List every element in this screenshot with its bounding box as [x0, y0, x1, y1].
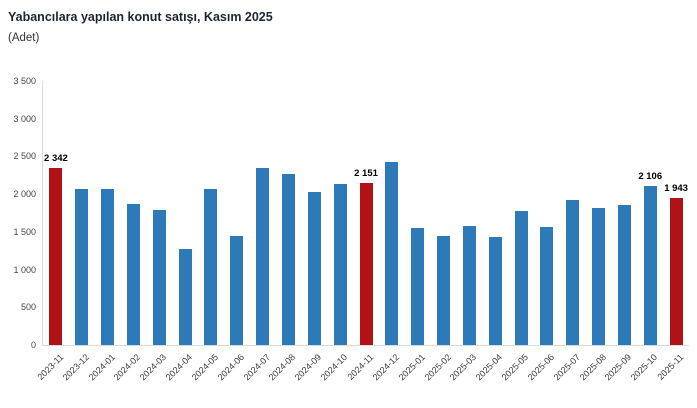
x-axis-tick-label: 2023-12: [60, 352, 91, 383]
y-axis-tick-label: 500: [20, 302, 36, 313]
bar-2024-12: [385, 162, 399, 345]
bar-highlighted-2023-11: [49, 168, 63, 345]
y-axis-tick-label: 1 500: [13, 226, 36, 237]
bar-2025-05: [514, 210, 528, 345]
x-axis-tick-label: 2025-02: [422, 352, 453, 383]
x-axis-tick-label: 2024-08: [267, 352, 298, 383]
bar-value-label-2025-11: 1 943: [664, 183, 688, 195]
x-axis-tick-label: 2023-11: [35, 352, 65, 382]
x-axis-tick-label: 2024-01: [86, 352, 117, 383]
bar-value-label-2025-10: 2 106: [638, 171, 663, 183]
x-axis-tick-label: 2024-03: [137, 352, 169, 383]
y-axis-tick-label: 1 000: [13, 264, 36, 275]
bar-2024-04: [178, 249, 192, 345]
x-axis-tick-label: 2024-11: [345, 352, 376, 382]
bar-2024-01: [101, 188, 115, 345]
x-axis-tick-label: 2024-02: [112, 352, 143, 383]
x-axis-tick-label: 2025-10: [628, 352, 660, 383]
x-axis-tick-label: 2025-09: [603, 352, 634, 383]
bar-2025-04: [488, 236, 502, 345]
chart-unit-label: (Adet): [8, 32, 40, 44]
bar-2024-10: [333, 183, 347, 345]
bar-2025-09: [617, 204, 631, 345]
x-axis-tick-label: 2024-07: [241, 352, 272, 383]
bar-2025-02: [437, 235, 451, 345]
chart-title: Yabancılara yapılan konut satışı, Kasım …: [8, 10, 273, 24]
bar-highlighted-2025-11: [669, 198, 683, 345]
bar-2024-08: [281, 173, 295, 345]
y-axis-tick-label: 0: [30, 340, 36, 350]
bar-2024-07: [256, 168, 270, 345]
x-axis-tick-label: 2025-06: [525, 352, 556, 383]
bar-value-label-2023-11: 2 342: [44, 153, 68, 165]
bar-2025-08: [592, 208, 606, 345]
bar-2025-10: [643, 186, 657, 345]
bar-2024-05: [204, 188, 218, 345]
bar-2024-06: [230, 236, 244, 345]
y-axis-tick-label: 2 000: [13, 189, 36, 200]
x-axis-tick-label: 2025-03: [448, 352, 479, 383]
x-axis-tick-label: 2025-01: [396, 352, 427, 383]
x-axis-tick-label: 2024-04: [163, 352, 195, 383]
bar-2024-09: [307, 191, 321, 345]
x-axis-tick-label: 2025-07: [551, 352, 582, 383]
bar-2025-01: [411, 228, 425, 345]
bar-2024-02: [126, 204, 140, 345]
bar-highlighted-2024-11: [359, 182, 373, 345]
bar-2025-06: [540, 226, 554, 345]
x-axis-tick-label: 2024-06: [215, 352, 246, 383]
x-axis-tick-label: 2024-09: [292, 352, 324, 383]
x-axis-tick-label: 2024-12: [370, 352, 401, 383]
x-axis-tick-label: 2025-04: [473, 352, 505, 383]
x-axis-tick-label: 2025-11: [655, 352, 686, 382]
plot-area: 2 342 2 151 2 106 1 943: [42, 81, 689, 346]
bar-value-label-2024-11: 2 151: [354, 167, 378, 179]
y-axis-tick-label: 3 500: [13, 76, 36, 86]
y-axis-tick-label: 2 500: [13, 151, 36, 162]
x-axis-tick-label: 2024-05: [189, 352, 221, 383]
bar-2025-07: [566, 200, 580, 345]
x-axis-tick-label: 2025-08: [577, 352, 608, 383]
x-axis-tick-label: 2025-05: [499, 352, 531, 383]
y-axis-tick-label: 3 000: [13, 113, 36, 124]
bar-2023-12: [75, 188, 89, 345]
x-axis-tick-label: 2024-10: [318, 352, 350, 383]
bar-2024-03: [152, 209, 166, 345]
bar-2025-03: [462, 226, 476, 345]
